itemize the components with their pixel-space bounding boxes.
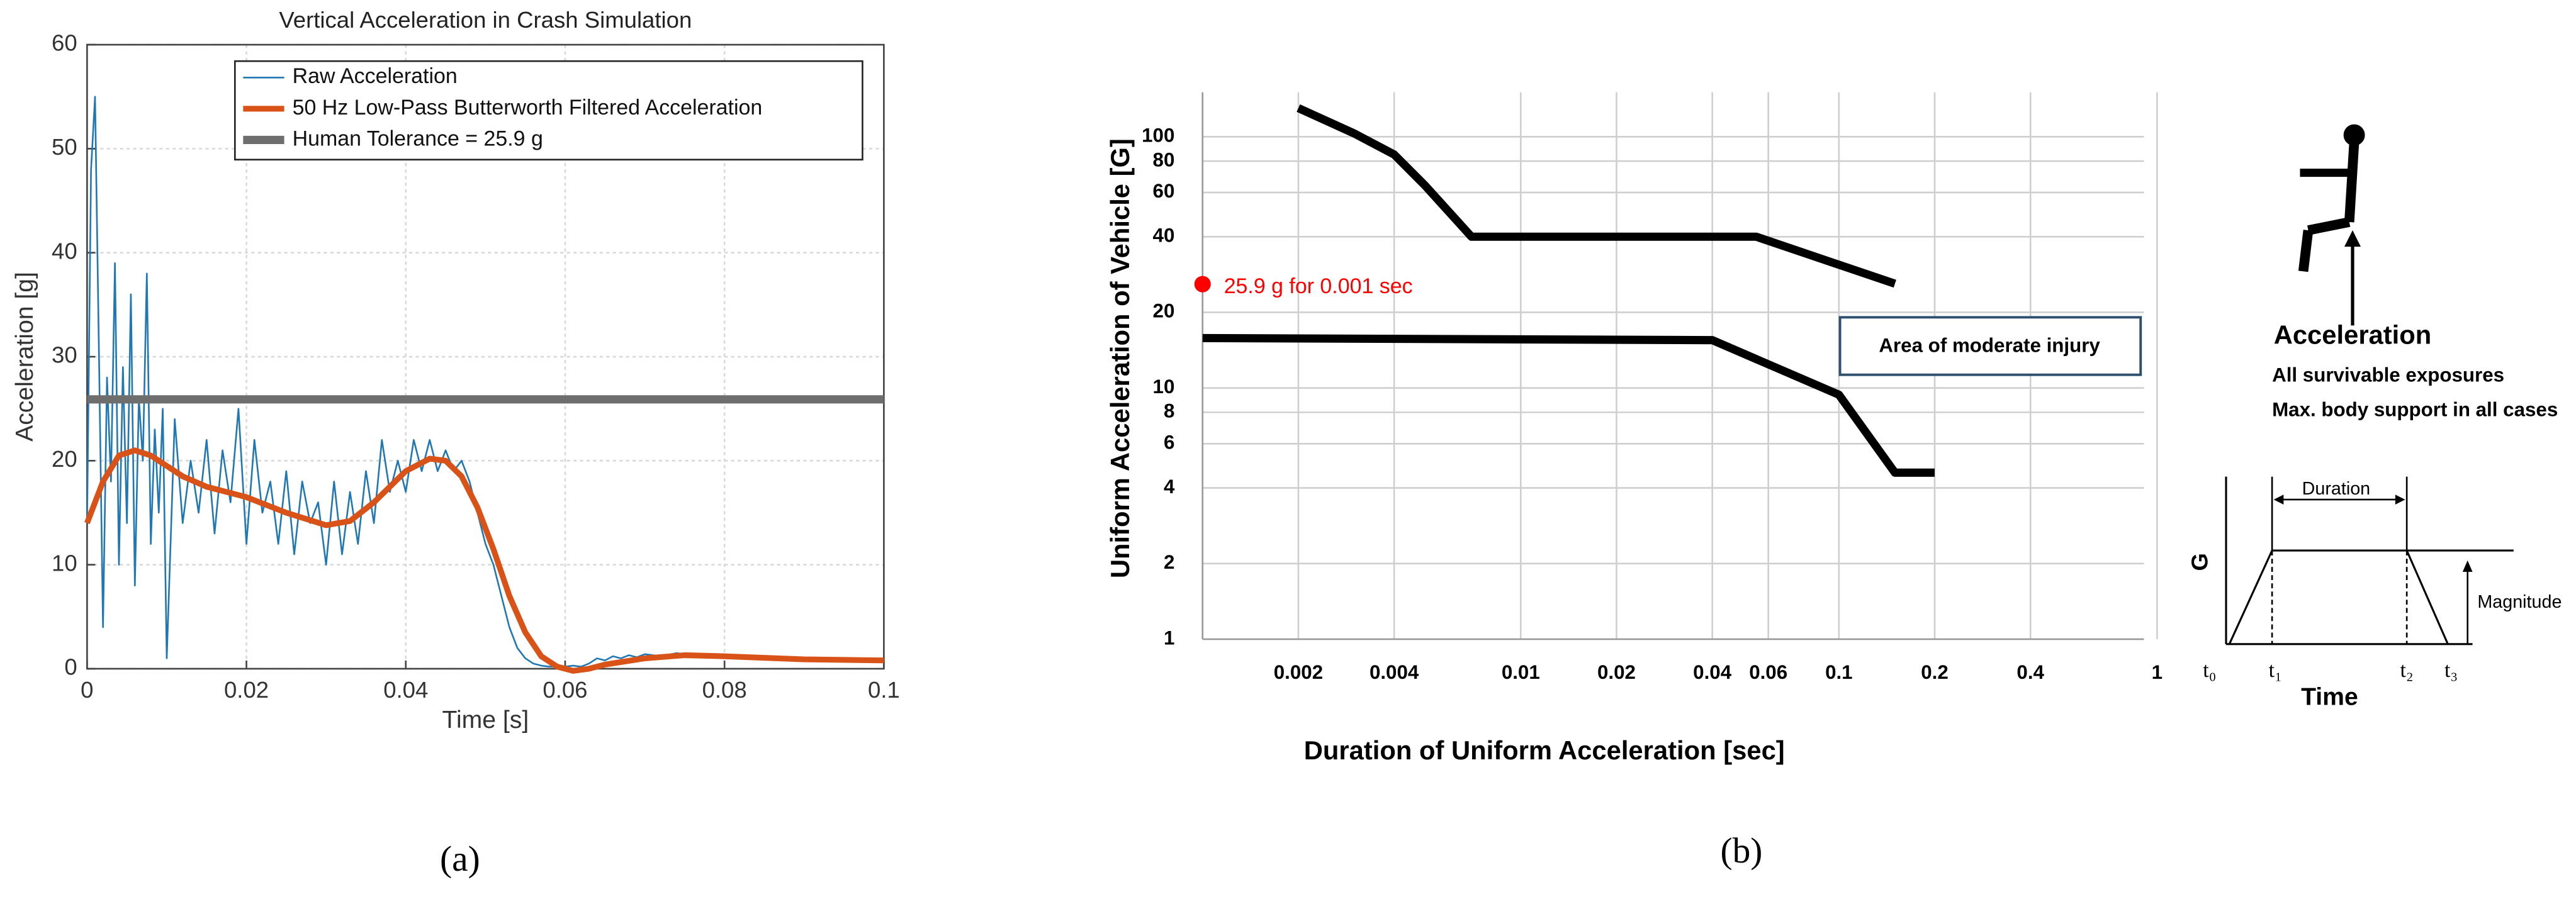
y-tick-label: 8 — [1164, 400, 1174, 422]
series-line — [86, 96, 884, 667]
plot-frame — [86, 43, 885, 670]
y-tick-label: 10 — [1153, 376, 1175, 398]
x-tick-label: 0.2 — [1921, 661, 1949, 683]
magnitude-label: Magnitude — [2477, 592, 2562, 612]
x-tick-label: 0.06 — [543, 677, 587, 703]
x-tick-label: 1 — [2152, 661, 2163, 683]
inset-heading: Acceleration — [2274, 320, 2432, 350]
t-label: t₁ — [2269, 659, 2282, 682]
y-tick-label: 100 — [1142, 125, 1174, 147]
x-axis-label: Time [s] — [442, 706, 529, 734]
legend-label: Human Tolerance = 25.9 g — [293, 126, 543, 150]
y-tick-label: 6 — [1164, 432, 1174, 454]
x-tick-label: 0.02 — [1597, 661, 1636, 683]
arrow-head — [2395, 494, 2405, 505]
x-tick-label: 0.004 — [1370, 661, 1419, 683]
legend-label: Raw Acceleration — [293, 64, 458, 88]
annotation-label: 25.9 g for 0.001 sec — [1224, 274, 1413, 298]
y-tick-label: 30 — [52, 342, 77, 368]
series-line — [1202, 333, 1935, 477]
person-torso — [2344, 141, 2359, 223]
x-tick-label: 0.4 — [2016, 661, 2044, 683]
annotation-box — [1838, 316, 2142, 376]
x-tick-label: 0.04 — [383, 677, 428, 703]
y-axis-label: Uniform Acceleration of Vehicle [G] — [1105, 138, 1135, 578]
y-tick-label: 0 — [64, 654, 77, 680]
legend-label: 50 Hz Low-Pass Butterworth Filtered Acce… — [293, 96, 763, 120]
series-line — [84, 447, 884, 674]
y-tick-label: 20 — [1153, 300, 1175, 322]
chart-title: Vertical Acceleration in Crash Simulatio… — [279, 7, 692, 33]
y-tick-label: 2 — [1164, 551, 1174, 573]
time-label: Time — [2301, 683, 2358, 710]
x-tick-label: 0.1 — [1825, 661, 1853, 683]
x-tick-label: 0.08 — [702, 677, 747, 703]
y-axis-label: Acceleration [g] — [11, 272, 38, 442]
y-tick-label: 50 — [52, 134, 77, 160]
x-axis-label: Duration of Uniform Acceleration [sec] — [1304, 735, 1785, 765]
person-shin — [2298, 230, 2314, 272]
annotation-point — [1194, 276, 1211, 293]
duration-label: Duration — [2302, 479, 2370, 499]
inset-diagram — [2225, 124, 2514, 645]
y-tick-label: 20 — [52, 446, 77, 472]
panel-label: (b) — [1720, 831, 1762, 871]
annotation-box-label: Area of moderate injury — [1879, 335, 2100, 357]
x-tick-label: 0 — [81, 677, 93, 703]
y-tick-label: 40 — [1153, 225, 1175, 247]
inset-note: All survivable exposures — [2272, 364, 2504, 386]
arrow-head — [2273, 494, 2284, 505]
inset-note: Max. body support in all cases — [2272, 398, 2558, 420]
arrow-head — [2462, 560, 2473, 572]
t-label: t₀ — [2203, 659, 2216, 682]
y-tick-label: 60 — [52, 30, 77, 56]
t-label: t₂ — [2400, 659, 2414, 682]
legend-box — [233, 60, 863, 161]
y-tick-label: 10 — [52, 550, 77, 576]
t-label: t₃ — [2444, 659, 2458, 682]
series-line — [1296, 104, 1896, 288]
person-thigh — [2307, 217, 2351, 235]
x-tick-label: 0.02 — [224, 677, 269, 703]
pulse-shape — [2228, 549, 2449, 645]
x-tick-label: 0.06 — [1749, 661, 1787, 683]
panel-label: (a) — [440, 839, 480, 879]
accel-arrow-head — [2344, 230, 2361, 247]
y-tick-label: 40 — [52, 238, 77, 264]
x-tick-label: 0.002 — [1274, 661, 1323, 683]
x-tick-label: 0.04 — [1693, 661, 1732, 683]
y-tick-label: 4 — [1164, 476, 1175, 498]
y-tick-label: 60 — [1153, 180, 1175, 202]
y-tick-label: 80 — [1153, 148, 1175, 170]
x-tick-label: 0.1 — [868, 677, 900, 703]
y-tick-label: 1 — [1164, 627, 1174, 649]
x-tick-label: 0.01 — [1502, 661, 1540, 683]
g-label: G — [2187, 553, 2213, 571]
